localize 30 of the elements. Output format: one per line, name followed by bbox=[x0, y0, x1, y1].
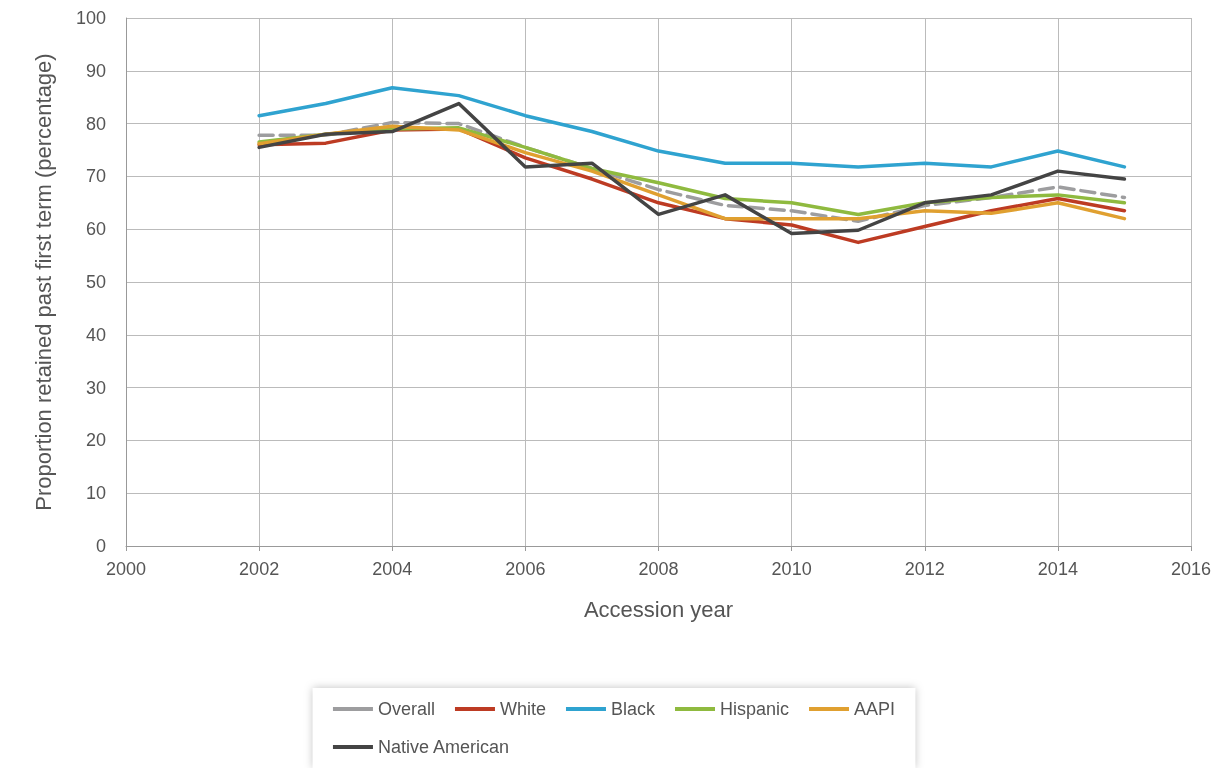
y-tick-label: 90 bbox=[85, 60, 106, 81]
x-tick-label: 2006 bbox=[505, 559, 546, 579]
x-tick-label: 2004 bbox=[372, 559, 413, 579]
y-tick-label: 20 bbox=[85, 430, 106, 451]
x-tick-label: 2016 bbox=[1170, 559, 1212, 579]
legend-label: Black bbox=[610, 699, 656, 719]
y-tick-label: 50 bbox=[85, 272, 106, 292]
x-axis-title: Accession year bbox=[583, 596, 734, 622]
line-series bbox=[257, 101, 1127, 236]
y-axis-title: Proportion retained past first term (percentage) bbox=[30, 53, 56, 511]
y-tick-label: 60 bbox=[85, 219, 106, 240]
legend-label: Overall bbox=[377, 699, 435, 719]
y-tick-label: 30 bbox=[85, 377, 106, 398]
x-tick-label: 2000 bbox=[105, 559, 147, 579]
x-tick-label: 2014 bbox=[1037, 559, 1078, 579]
y-tick-label: 0 bbox=[95, 536, 106, 556]
x-tick-label: 2002 bbox=[239, 559, 280, 579]
y-tick-label: 40 bbox=[85, 324, 106, 345]
y-tick-label: 80 bbox=[85, 113, 106, 134]
legend-label: White bbox=[499, 699, 546, 719]
y-tick-label: 70 bbox=[85, 166, 106, 187]
x-tick-label: 2008 bbox=[638, 559, 679, 579]
legend-label: AAPI bbox=[854, 699, 896, 719]
line-series bbox=[257, 85, 1127, 169]
y-tick-label: 100 bbox=[75, 8, 106, 28]
legend-label: Hispanic bbox=[720, 699, 790, 719]
x-tick-label: 2012 bbox=[904, 559, 945, 579]
legend-label: Native American bbox=[377, 737, 510, 757]
x-tick-label: 2010 bbox=[771, 559, 812, 579]
y-tick-label: 10 bbox=[85, 483, 106, 504]
